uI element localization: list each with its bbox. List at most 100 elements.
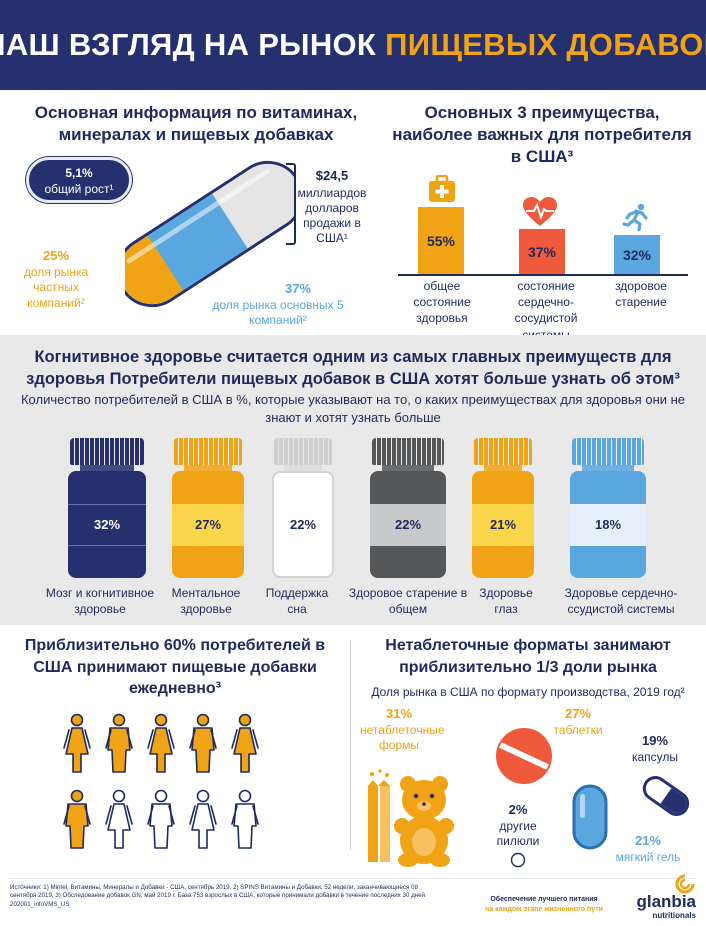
circle-pill-icon [510,852,526,868]
capsule-icon [642,776,690,816]
jar-neck [382,465,434,471]
top5-share-label: доля рынка основных 5 компаний² [212,297,344,328]
market-info-title: Основная информация по витаминах, минера… [34,103,358,145]
tagline: Обеспечение лучшего питания на каждом эт… [470,895,618,915]
jar-body: 32% [68,471,146,578]
jar-cap [174,438,242,465]
tagline-line-1: Обеспечение лучшего питания [490,896,598,903]
person-icon [147,713,175,773]
jar-value: 27% [172,503,244,546]
page-title: НАШ ВЗГЛЯД НА РЫНОК ПИЩЕВЫХ ДОБАВОК [0,27,706,63]
jar-neck [80,465,134,471]
jar-body: 18% [570,471,646,578]
people-grid [63,713,259,849]
jar-cap [70,438,144,465]
format-other: 2% другие пилюли [486,802,550,850]
jar-cap [274,438,332,465]
person-icon [231,713,259,773]
person-icon [63,789,91,849]
page-header: НАШ ВЗГЛЯД НА РЫНОК ПИЩЕВЫХ ДОБАВОК [0,0,706,90]
title-white-part: НАШ ВЗГЛЯД НА РЫНОК [0,27,377,62]
format-capsules-value: 19% [641,733,669,748]
softgel-icon [572,784,608,850]
person-icon [147,789,175,849]
top5-share: 37% доля рынка основных 5 компаний² [198,281,358,329]
jar-1: 32% [68,438,146,578]
person-icon [189,789,217,849]
benefit-label-healthy-aging: здоровое старение [615,279,667,310]
format-nontablet: 31% нетаблеточные формы [360,706,445,754]
format-tablets: 27% таблетки [538,706,618,738]
growth-bubble: 5,1% общий рост¹ [26,157,132,203]
gummy-bear-icon [368,769,454,867]
person-icon [231,789,259,849]
jar-neck [582,465,634,471]
jar-label-sleep: Поддержка сна [265,586,329,616]
section-divider [350,640,351,850]
jar-body: 22% [272,471,334,578]
sales-bracket [286,163,296,245]
jar-body: 22% [370,471,446,578]
format-softgel: 21% мягкий гель [600,833,696,865]
sources: Источники: 1) Mintel, Витамины, Минералы… [10,884,430,909]
private-share-label: доля рынка частных компаний² [23,264,89,311]
cognitive-title: Когнитивное здоровье считается одним из … [26,348,680,388]
jar-value: 21% [472,503,534,546]
jar-cap [372,438,444,465]
jar-cap [474,438,532,465]
tagline-line-2: на каждом этапе жизненного пути [485,905,603,913]
format-tablets-label: таблетки [553,722,603,737]
jar-5: 21% [472,438,534,578]
format-softgel-value: 21% [634,833,662,848]
person-icon [63,713,91,773]
jar-body: 21% [472,471,534,578]
footer-divider [10,878,696,879]
supplement-jars: 32% 27% 22% 22% 21% 18% [0,430,706,622]
top5-share-value: 37% [284,281,312,296]
format-capsules: 19% капсулы [622,733,688,765]
formats-subtitle: Доля рынка в США по формату производства… [371,685,685,699]
jar-4: 22% [370,438,446,578]
sales-info: $24,5 миллиардов долларов продажи в США¹ [296,168,368,246]
formats-title: Нетаблеточные форматы занимают приблизит… [385,637,671,676]
benefit-label-general-health: общее состояние здоровья [413,279,471,326]
cognitive-subtitle: Количество потребителей в США в %, котор… [20,392,686,425]
daily-usage-title: Приблизительно 60% потребителей в США пр… [24,637,326,698]
format-capsules-label: капсулы [631,749,679,764]
growth-value: 5,1% [65,166,93,180]
jar-neck [184,465,232,471]
jar-label-eyes: Здоровье глаз [479,586,533,616]
jar-label-brain: Мозг и когнитивное здоровье [45,586,155,616]
private-share: 25% доля рынка частных компаний² [16,248,96,312]
jar-value: 18% [570,503,646,546]
jar-label-aging: Здоровое старение в общем [348,586,468,616]
glanbia-logo: glanbia nutritionals [620,874,700,924]
jar-3: 22% [272,438,334,578]
jar-value: 22% [370,503,446,546]
growth-label: общий рост¹ [44,182,114,196]
benefit-bar-general-health: 55% [418,207,464,274]
market-share-capsule [125,160,295,308]
benefits-baseline [398,274,688,276]
first-aid-kit-icon [429,175,455,202]
runner-icon [622,203,648,231]
benefit-label-cardiovascular: состояние сердечно-сосудистой системы [514,279,578,342]
private-share-value: 25% [42,248,70,263]
jar-value: 22% [274,503,332,546]
format-other-label: другие пилюли [496,818,540,849]
format-other-value: 2% [508,802,528,817]
tablet-icon [496,728,552,784]
capsule-orange-section [125,232,186,308]
benefit-bar-healthy-aging: 32% [614,235,660,274]
format-nontablet-value: 31% [385,706,413,721]
jar-neck [484,465,522,471]
top-benefits-chart: 55% 37% 32% общее состояние здоровья сос… [398,175,688,342]
benefit-bar-cardiovascular: 37% [519,229,565,274]
logo-swirl-icon [675,874,695,894]
jar-body: 27% [172,471,244,578]
format-tablets-value: 27% [564,706,592,721]
format-softgel-label: мягкий гель [615,849,681,864]
top-benefits-title: Основных 3 преимущества, наиболее важных… [392,103,692,167]
jar-2: 27% [172,438,244,578]
logo-subtitle: nutritionals [652,911,696,920]
